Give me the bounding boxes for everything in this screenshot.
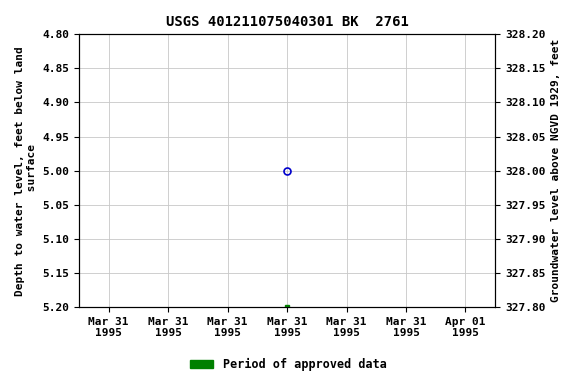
Legend: Period of approved data: Period of approved data (185, 354, 391, 376)
Y-axis label: Depth to water level, feet below land
 surface: Depth to water level, feet below land su… (15, 46, 37, 296)
Title: USGS 401211075040301 BK  2761: USGS 401211075040301 BK 2761 (166, 15, 408, 29)
Y-axis label: Groundwater level above NGVD 1929, feet: Groundwater level above NGVD 1929, feet (551, 39, 561, 302)
